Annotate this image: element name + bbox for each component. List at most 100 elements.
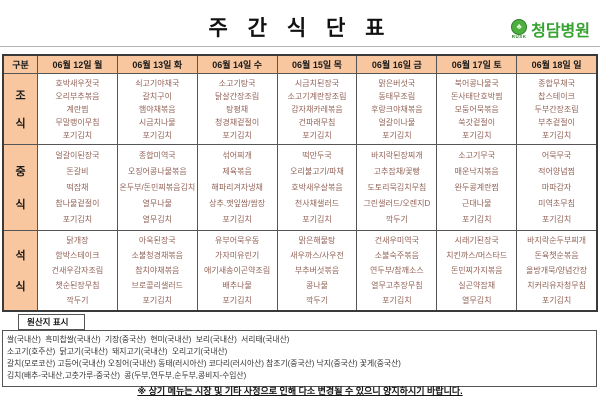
- footer-note: ※ 상기 메뉴는 시장 및 기타 사정으로 인해 다소 변경될 수 있으니 양지…: [137, 386, 463, 396]
- menu-item: 시금치나물: [138, 117, 176, 127]
- menu-item: 포기김치: [222, 296, 252, 305]
- breakfast-mon: 호박새우젓국 오리부추볶음 계란찜 무말랭이무침 포기김치: [38, 74, 117, 144]
- lunch-sun: 어묵무국 적어양념찜 마파감자 미역초무침 포기김치: [517, 145, 596, 230]
- menu-item: 상추.깻잎쌈/쌈장: [209, 198, 266, 208]
- menu-item: 포기김치: [541, 296, 572, 305]
- menu-item: 브로콜리샐러드: [131, 281, 184, 290]
- menu-item: 그린샐러드/오렌지D: [363, 198, 431, 208]
- menu-item: 포기김치: [222, 130, 252, 140]
- menu-item: 찹스테이크: [538, 91, 575, 101]
- menu-item: 호박새우젓국: [55, 78, 100, 88]
- menu-item: 챗순된장무침: [55, 281, 100, 290]
- day-header-mon: 06월 12일 월: [38, 56, 117, 73]
- menu-item: 천사채샐러드: [294, 198, 340, 208]
- logo-text: RUSK: [511, 33, 527, 39]
- menu-item: 포기김치: [382, 130, 412, 140]
- menu-item: 포기김치: [302, 130, 332, 140]
- menu-item: 실곤약잡채: [458, 281, 496, 290]
- menu-item: 부추겉절이: [538, 117, 575, 127]
- origin-line-seafood: 갈치(모로코산) 고등어(국내산) 오징어(국내산) 동태(러시아산) 코다리(…: [7, 359, 401, 368]
- page-header: 주 간 식 단 표 ♣ RUSK 청담병원: [0, 0, 600, 47]
- breakfast-thu: 시금치된장국 소고기계란장조림 감자채카레볶음 건파래무침 포기김치: [277, 74, 357, 144]
- origin-line-grains: 쌀(국내산) 흑미찹쌀(국내산) 기장(중국산) 현미(국내산) 보리(국내산)…: [7, 335, 290, 344]
- menu-item: 돈육챗순볶음: [534, 251, 579, 260]
- day-header-fri: 06월 16일 금: [357, 56, 437, 73]
- menu-item: 포기김치: [302, 214, 332, 224]
- menu-item: 깍두기: [66, 296, 89, 305]
- menu-item: 햄야채볶음: [138, 104, 176, 114]
- menu-item: 열무김치: [142, 214, 172, 224]
- lunch-thu: 떡만두국 오리불고기/파채 호박새우살볶음 천사채샐러드 포기김치: [277, 145, 357, 230]
- day-header-thu: 06월 15일 목: [277, 56, 357, 73]
- menu-item: 건새우미역국: [374, 236, 419, 245]
- menu-item: 포기김치: [62, 214, 93, 224]
- menu-item: 청경채겉절이: [215, 117, 260, 127]
- menu-item: 포기김치: [142, 296, 172, 305]
- menu-item: 어묵무국: [541, 150, 572, 160]
- menu-item: 무말랭이무침: [55, 117, 100, 127]
- menu-item: 포기김치: [461, 214, 492, 224]
- row-label-dinner: 석 식: [4, 231, 37, 310]
- menu-item: 오징어콩나물볶음: [127, 166, 187, 176]
- menu-item: 온두부/돈민찌볶음김치: [119, 182, 196, 192]
- menu-item: 돈갈비: [66, 166, 89, 176]
- lunch-mon: 얼갈이된장국 돈갈비 떡잡채 참나물겉절이 포기김치: [38, 145, 117, 230]
- menu-item: 시래기된장국: [454, 236, 499, 245]
- menu-item: 참치야채볶음: [135, 266, 180, 275]
- menu-item: 부추버섯볶음: [294, 266, 340, 275]
- dinner-wed: 유부어묵우동 가자미유린기 애기새송이곤약조림 배추나물 포기김치: [197, 231, 277, 310]
- menu-item: 소불숙주볶음: [374, 251, 419, 260]
- menu-item: 쑥갓겉절이: [458, 117, 496, 127]
- menu-item: 포기김치: [142, 130, 172, 140]
- menu-item: 감자채카레볶음: [291, 104, 343, 114]
- menu-item: 함박스테이크: [55, 251, 100, 260]
- dinner-mon: 닭개장 함박스테이크 건새우감자조림 챗순된장무침 깍두기: [38, 231, 117, 310]
- menu-item: 애기새송이곤약조림: [204, 266, 271, 275]
- menu-item: 계란찜: [66, 104, 89, 114]
- origin-info-header: 원산지 표시: [18, 314, 86, 330]
- day-header-tue: 06월 13일 화: [117, 56, 197, 73]
- menu-item: 닭살간장조림: [215, 91, 260, 101]
- menu-item: 탕평채: [226, 104, 249, 114]
- menu-item: 돈사태단호박찜: [450, 91, 503, 101]
- hospital-name: 청담병원: [531, 23, 590, 40]
- menu-item: 종합무채국: [538, 78, 575, 88]
- menu-item: 갈치구이: [142, 91, 172, 101]
- menu-item: 떡잡채: [66, 182, 89, 192]
- menu-item: 소불청경채볶음: [131, 251, 184, 260]
- hospital-brand: ♣ RUSK 청담병원: [511, 17, 590, 41]
- menu-item: 소고기계란장조림: [287, 91, 347, 101]
- page-title: 주 간 식 단 표: [208, 17, 392, 40]
- breakfast-fri: 맑은버섯국 동태무조림 후랑크야채볶음 얼갈이나물 포기김치: [357, 74, 437, 144]
- lunch-sat: 소고기무국 매운낙지볶음 완두콩계란찜 근대나물 포기김치: [437, 145, 517, 230]
- menu-item: 호박새우살볶음: [291, 182, 343, 192]
- menu-item: 오리불고기/파채: [290, 166, 344, 176]
- menu-item: 적어양념찜: [538, 166, 575, 176]
- origin-line-kimchi-beans: 김치(배추-국내산,고춧가루-중국산) 콩(두부,연두부,순두부,콩비지-수입산…: [7, 371, 247, 380]
- menu-item: 동태무조림: [378, 91, 416, 101]
- menu-item: 바지락된장찌개: [371, 150, 423, 160]
- menu-item: 참나물겉절이: [55, 198, 100, 208]
- tree-emblem-icon: ♣: [511, 18, 528, 35]
- origin-info-section: 원산지 표시 쌀(국내산) 흑미찹쌀(국내산) 기장(중국산) 현미(국내산) …: [2, 312, 597, 387]
- menu-item: 포기김치: [62, 130, 93, 140]
- menu-item: 후랑크야채볶음: [371, 104, 423, 114]
- menu-item: 소고기무국: [458, 150, 496, 160]
- lunch-fri: 바지락된장찌개 고추잡채/꽃빵 도토리묵김치무침 그린샐러드/오렌지D 깍두기: [357, 145, 437, 230]
- menu-item: 모둠어묵볶음: [454, 104, 499, 114]
- menu-item: 맑은버섯국: [378, 78, 416, 88]
- menu-item: 쇠고기야채국: [135, 78, 180, 88]
- weekly-menu-table: 구분 06월 12일 월 06월 13일 화 06월 14일 수 06월 15일…: [2, 54, 598, 312]
- origin-info-body: 쌀(국내산) 흑미찹쌀(국내산) 기장(중국산) 현미(국내산) 보리(국내산)…: [2, 330, 597, 387]
- menu-item: 깍두기: [305, 296, 329, 305]
- dinner-fri: 건새우미역국 소불숙주볶음 연두부/참깨소스 열무고추장무침 포기김치: [357, 231, 437, 310]
- menu-item: 미역초무침: [538, 198, 575, 208]
- dinner-tue: 아욱된장국 소불청경채볶음 참치야채볶음 브로콜리샐러드 포기김치: [117, 231, 197, 310]
- menu-item: 가자미유린기: [215, 251, 260, 260]
- menu-item: 열무고추장무침: [371, 281, 423, 290]
- menu-item: 포기김치: [382, 296, 412, 305]
- menu-item: 포기김치: [461, 130, 492, 140]
- menu-item: 두부간장조림: [534, 104, 579, 114]
- origin-line-meats: 소고기(호주산) 닭고기(국내산) 돼지고기(국내산) 오리고기(국내산): [7, 347, 228, 356]
